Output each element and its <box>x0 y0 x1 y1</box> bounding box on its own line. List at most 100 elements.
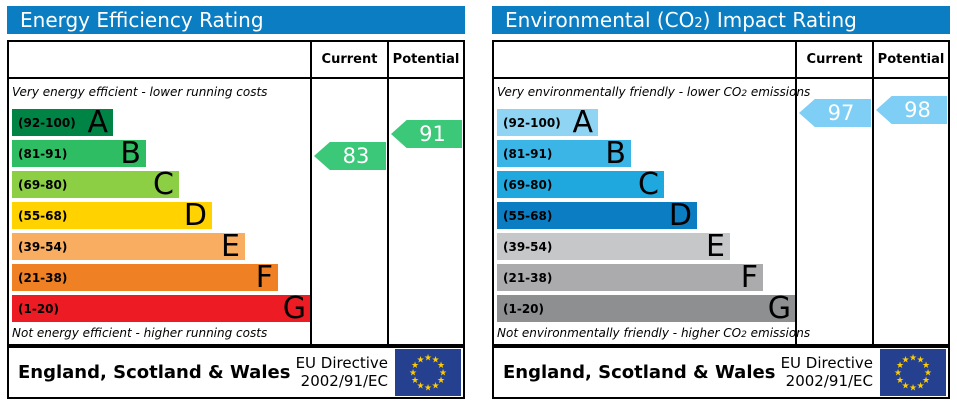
svg-text:★: ★ <box>424 384 432 394</box>
band-letter: G <box>282 290 306 326</box>
band-letter: E <box>706 228 725 264</box>
current-column: 97 <box>795 79 872 345</box>
footer: England, Scotland & Wales EU Directive 20… <box>7 346 465 399</box>
energy-efficiency-panel: Energy Efficiency Rating Current Potenti… <box>7 6 465 399</box>
svg-text:★: ★ <box>437 361 445 371</box>
band-f: (21-38) F <box>497 262 763 292</box>
eu-flag-icon: ★ ★★★★★★★★★★★ <box>395 349 461 396</box>
band-range: (21-38) <box>503 270 553 285</box>
title-subscript: 2 <box>694 16 703 31</box>
band-letter: D <box>668 197 692 233</box>
bands-column: Very energy efficient - lower running co… <box>9 79 311 345</box>
potential-column-header: Potential <box>387 42 463 77</box>
title-text: Energy Efficiency Rating <box>20 8 264 32</box>
band-range: (55-68) <box>18 208 68 223</box>
header-spacer <box>9 42 310 77</box>
svg-text:★: ★ <box>901 356 909 366</box>
band-range: (69-80) <box>503 177 553 192</box>
band-e: (39-54) E <box>12 228 245 264</box>
band-letter: A <box>87 104 108 140</box>
band-letter: C <box>153 166 174 202</box>
band-letter: A <box>572 104 593 140</box>
band-f: (21-38) F <box>12 259 278 295</box>
potential-arrow: 91 <box>391 120 462 148</box>
eu-flag-stars: ★ ★★★★★★★★★★★ <box>409 354 447 394</box>
band-range: (92-100) <box>18 115 76 130</box>
svg-text:★: ★ <box>431 382 439 392</box>
bottom-note: Not environmentally friendly - higher CO… <box>497 326 811 340</box>
table-body: Very environmentally friendly - lower CO… <box>494 79 948 345</box>
environmental-impact-panel: Environmental (CO2) Impact Rating Curren… <box>492 6 950 399</box>
potential-arrow: 98 <box>876 96 947 124</box>
band-range: (39-54) <box>503 239 553 254</box>
panel-title: Energy Efficiency Rating <box>7 6 465 34</box>
svg-text:★: ★ <box>924 369 932 379</box>
potential-column: 91 <box>387 79 463 345</box>
potential-column: 98 <box>872 79 948 345</box>
table-header: Current Potential <box>494 42 948 79</box>
title-text: Environmental (CO <box>505 8 695 32</box>
band-range: (81-91) <box>18 146 68 161</box>
svg-text:★: ★ <box>439 369 447 379</box>
band-d: (55-68) D <box>497 197 697 233</box>
band-c: (69-80) C <box>497 166 664 202</box>
svg-text:★: ★ <box>411 376 419 386</box>
svg-text:★: ★ <box>922 361 930 371</box>
eu-flag-icon: ★ ★★★★★★★★★★★ <box>880 349 946 396</box>
band-d: (55-68) D <box>12 197 212 233</box>
svg-text:★: ★ <box>896 361 904 371</box>
current-arrow: 83 <box>314 142 386 170</box>
svg-text:★: ★ <box>916 382 924 392</box>
current-column-header: Current <box>795 42 872 77</box>
band-range: (81-91) <box>503 146 553 161</box>
title-suffix: ) Impact Rating <box>702 8 857 32</box>
svg-text:★: ★ <box>896 376 904 386</box>
band-letter: E <box>221 228 240 264</box>
footer: England, Scotland & Wales EU Directive 20… <box>492 346 950 399</box>
band-g: (1-20) G <box>12 290 311 326</box>
table-header: Current Potential <box>9 42 463 79</box>
band-a: (92-100) A <box>12 104 113 140</box>
svg-text:★: ★ <box>894 369 902 379</box>
band-range: (55-68) <box>503 208 553 223</box>
svg-text:★: ★ <box>922 376 930 386</box>
region-label: England, Scotland & Wales <box>503 362 776 383</box>
band-b: (81-91) B <box>12 135 146 171</box>
region-label: England, Scotland & Wales <box>18 362 291 383</box>
band-letter: F <box>255 259 273 295</box>
band-e: (39-54) E <box>497 228 730 264</box>
band-letter: C <box>638 166 659 202</box>
eu-flag-stars: ★ ★★★★★★★★★★★ <box>894 354 932 394</box>
eu-directive-label: EU Directive 2002/91/EC <box>780 353 873 390</box>
band-letter: D <box>183 197 207 233</box>
table-body: Very energy efficient - lower running co… <box>9 79 463 345</box>
svg-text:★: ★ <box>431 356 439 366</box>
band-range: (1-20) <box>18 301 59 316</box>
header-spacer <box>494 42 795 77</box>
top-note: Very energy efficient - lower running co… <box>12 85 268 99</box>
svg-text:★: ★ <box>416 382 424 392</box>
band-range: (39-54) <box>18 239 68 254</box>
current-column: 83 <box>310 79 387 345</box>
svg-text:★: ★ <box>424 354 432 364</box>
current-arrow: 97 <box>799 99 871 127</box>
svg-text:★: ★ <box>411 361 419 371</box>
band-letter: B <box>120 135 141 171</box>
potential-column-header: Potential <box>872 42 948 77</box>
band-letter: B <box>605 135 626 171</box>
svg-text:★: ★ <box>901 382 909 392</box>
bands-column: Very environmentally friendly - lower CO… <box>494 79 811 345</box>
svg-text:★: ★ <box>909 354 917 364</box>
band-a: (92-100) A <box>497 104 598 140</box>
svg-text:★: ★ <box>416 356 424 366</box>
svg-text:★: ★ <box>916 356 924 366</box>
band-letter: G <box>767 290 791 326</box>
band-c: (69-80) C <box>12 166 179 202</box>
bands: (92-100) A (81-91) B (69-80) C (55-68) D (39-54)… <box>12 104 311 326</box>
svg-text:★: ★ <box>437 376 445 386</box>
svg-text:★: ★ <box>909 384 917 394</box>
band-g: (1-20) G <box>497 290 796 326</box>
current-column-header: Current <box>310 42 387 77</box>
band-range: (69-80) <box>18 177 68 192</box>
